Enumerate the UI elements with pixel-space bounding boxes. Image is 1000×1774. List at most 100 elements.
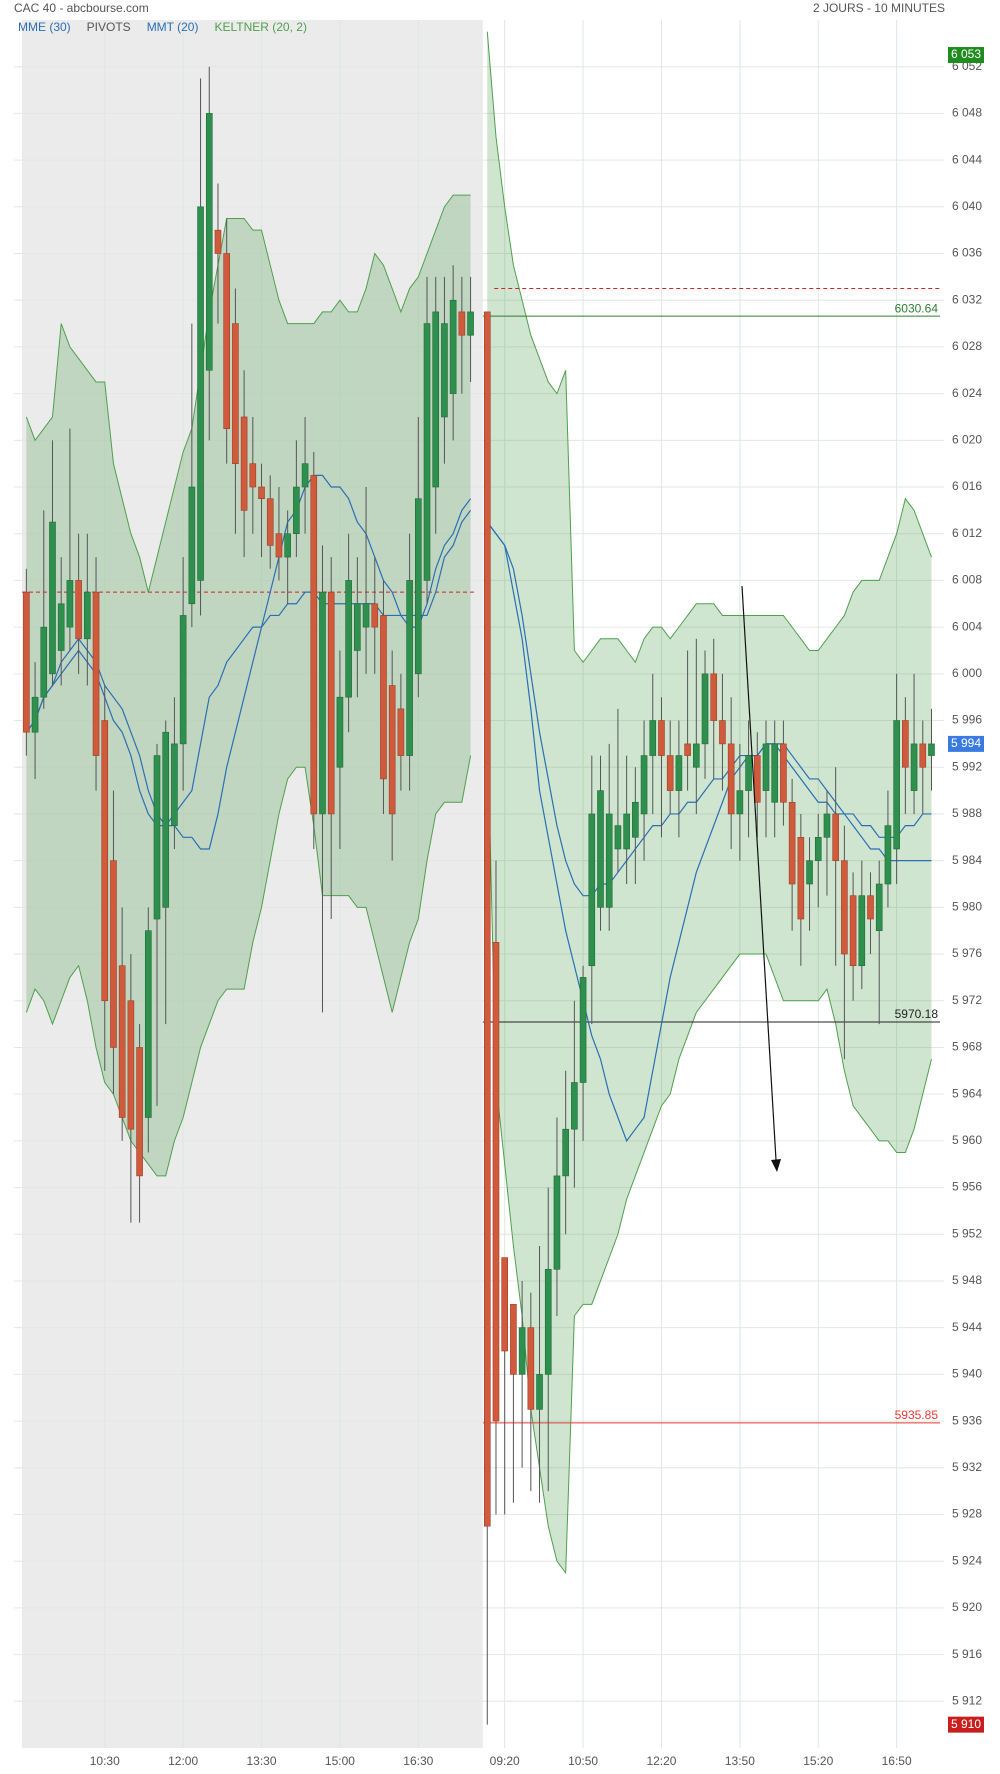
y-tick-label: 5 988 <box>952 806 982 820</box>
candle-body <box>354 603 361 651</box>
candle-body <box>492 942 500 1422</box>
candle-body <box>536 1374 543 1410</box>
y-tick-label: 5 964 <box>952 1086 982 1100</box>
candle-body <box>745 755 752 791</box>
candle-body <box>701 673 709 745</box>
y-tick-label: 5 952 <box>952 1226 982 1240</box>
arrow-head <box>771 1159 781 1172</box>
candle-body <box>910 743 918 791</box>
candle-body <box>258 486 265 500</box>
y-tick-label: 6 012 <box>952 526 982 540</box>
level-label: 5935.85 <box>895 1408 939 1422</box>
candle-body <box>162 731 170 908</box>
candle-body <box>884 825 892 885</box>
chart-title: CAC 40 - abcbourse.com <box>14 1 149 15</box>
mmt-line <box>486 521 932 1143</box>
candle-body <box>240 416 248 511</box>
x-tick-label: 16:30 <box>403 1754 433 1768</box>
candle-body <box>406 580 413 756</box>
candle-body <box>649 720 657 756</box>
candle-body <box>301 463 309 488</box>
candle-body <box>223 253 230 429</box>
candle-body <box>415 498 422 675</box>
candle-body <box>371 603 379 628</box>
candle-body <box>510 1304 517 1375</box>
candle-body <box>736 790 744 815</box>
y-tick-label: 5 948 <box>952 1273 982 1287</box>
candle-body <box>232 323 239 464</box>
candle-body <box>336 696 344 768</box>
candle-body <box>458 311 466 336</box>
candle-body <box>693 743 700 768</box>
y-tick-label: 6 044 <box>952 152 982 166</box>
price-badge-label: 6 053 <box>951 47 981 61</box>
x-tick-label: 13:30 <box>247 1754 277 1768</box>
candle-body <box>762 743 770 791</box>
y-tick-label: 5 960 <box>952 1133 982 1147</box>
session-background <box>482 20 944 1748</box>
candle-body <box>214 229 222 254</box>
legend-item: MMT (20) <box>147 20 199 34</box>
mme-line <box>25 510 472 827</box>
y-tick-label: 6 040 <box>952 199 982 213</box>
candle-body <box>501 1257 508 1352</box>
candle-body <box>849 895 857 967</box>
candle-body <box>684 743 691 756</box>
candle-body <box>902 720 909 768</box>
candle-body <box>284 533 291 558</box>
candle-body <box>31 696 39 733</box>
x-tick-label: 10:50 <box>568 1754 598 1768</box>
candle-body <box>110 860 117 1048</box>
chart-period: 2 JOURS - 10 MINUTES <box>813 1 945 15</box>
y-tick-label: 5 992 <box>952 759 982 773</box>
candle-body <box>66 580 74 628</box>
y-tick-label: 5 928 <box>952 1507 982 1521</box>
candle-body <box>893 720 900 850</box>
candle-body <box>249 463 257 488</box>
arrow-line <box>741 585 777 1161</box>
x-tick-label: 09:20 <box>490 1754 520 1768</box>
candle-body <box>449 299 457 394</box>
legend-item: KELTNER (20, 2) <box>214 20 306 34</box>
candle-body <box>719 720 726 745</box>
candle-body <box>597 790 604 908</box>
keltner-upper <box>486 31 932 664</box>
candle-body <box>614 825 622 850</box>
keltner-fill <box>487 31 932 1573</box>
candle-body <box>388 685 396 815</box>
keltner-lower <box>25 755 472 1177</box>
y-tick-label: 6 048 <box>952 106 982 120</box>
level-label: 6030.64 <box>895 301 939 315</box>
y-tick-label: 6 028 <box>952 339 982 353</box>
candle-body <box>362 603 370 628</box>
candle-body <box>423 323 431 581</box>
y-tick-label: 5 976 <box>952 946 982 960</box>
candle-body <box>467 311 474 336</box>
y-tick-label: 5 936 <box>952 1413 982 1427</box>
mmt-line <box>25 474 472 850</box>
candle-body <box>788 801 796 885</box>
y-tick-label: 5 984 <box>952 853 982 867</box>
candle-body <box>118 965 126 1118</box>
candle-body <box>275 533 283 558</box>
y-tick-label: 5 968 <box>952 1040 982 1054</box>
candle-body <box>327 591 335 815</box>
y-tick-label: 5 980 <box>952 900 982 914</box>
x-tick-label: 13:50 <box>725 1754 755 1768</box>
candle-body <box>780 743 787 803</box>
candle-body <box>832 813 839 861</box>
y-tick-label: 5 920 <box>952 1600 982 1614</box>
keltner-upper <box>25 194 471 593</box>
candle-body <box>632 801 639 838</box>
background-layer <box>22 20 944 1748</box>
candle-body <box>579 977 587 1083</box>
candle-body <box>658 720 665 756</box>
candle-body <box>345 580 352 698</box>
y-tick-label: 6 020 <box>952 432 982 446</box>
price-badge-label: 5 994 <box>951 736 981 750</box>
y-tick-label: 6 016 <box>952 479 982 493</box>
candle-body <box>928 743 935 756</box>
y-tick-label: 5 944 <box>952 1320 982 1334</box>
